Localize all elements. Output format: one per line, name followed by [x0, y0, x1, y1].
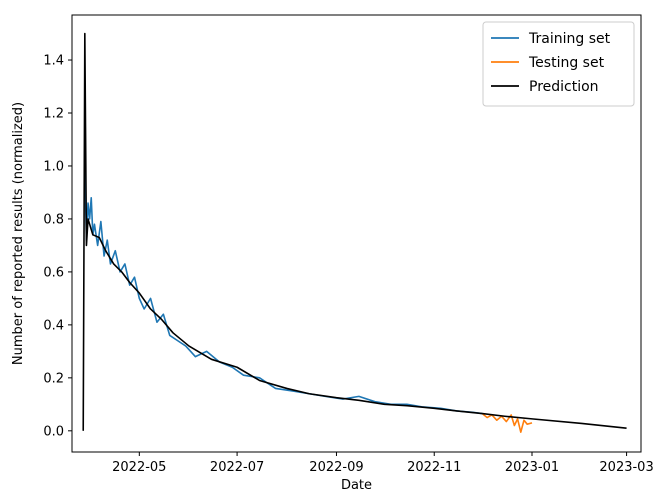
x-tick-label: 2022-09: [309, 460, 363, 475]
y-tick-label: 0.4: [43, 318, 64, 333]
y-tick-label: 1.0: [43, 159, 64, 174]
plot-frame: [71, 14, 642, 453]
x-tick-label: 2022-07: [210, 460, 264, 475]
x-tick-label: 2023-01: [505, 460, 559, 475]
y-tick-label: 1.4: [43, 54, 64, 69]
y-tick-label: 0.6: [43, 265, 64, 280]
legend-label-3: Prediction: [529, 79, 599, 95]
series-layer: [82, 32, 627, 433]
y-tick-label: 0.8: [43, 212, 64, 227]
x-axis-label: Date: [341, 478, 372, 493]
y-tick-label: 0.2: [43, 371, 64, 386]
legend-label-1: Training set: [528, 31, 611, 47]
legend-label-2: Testing set: [528, 55, 605, 71]
x-tick-label: 2022-11: [407, 460, 461, 475]
x-tick-label: 2022-05: [112, 460, 166, 475]
y-tick-label: 0.0: [43, 424, 64, 439]
series-line-3: [82, 32, 627, 431]
y-axis-label: Number of reported results (normalized): [11, 102, 26, 365]
y-tick-label: 1.2: [43, 106, 64, 121]
x-axis: 2022-05 2022-07 2022-09 2022-11 2023-01 2023-…: [112, 452, 654, 475]
x-tick-label: 2023-03: [599, 460, 653, 475]
legend-box: [482, 21, 635, 107]
y-axis: 0.0 0.2 0.4 0.6 0.8 1.0 1.2 1.4: [43, 54, 72, 439]
legend: Training set Testing set Prediction: [482, 21, 635, 107]
